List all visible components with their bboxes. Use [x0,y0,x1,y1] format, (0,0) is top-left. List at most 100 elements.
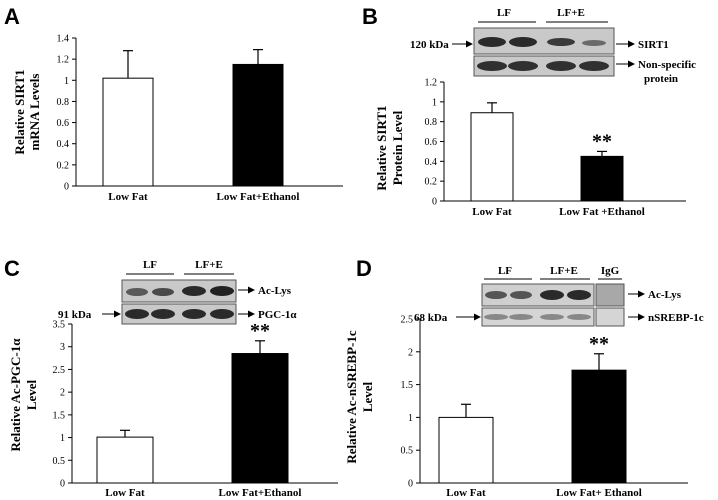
blot-b-lane-label-lfe: LF+E [557,7,585,19]
ylabel-b-line2: Protein Level [390,110,405,185]
blot-b-strip-nonspecific [473,55,615,77]
y-tick-label-b: 1.2 [425,78,438,89]
blot-b-band [508,61,538,71]
bar-c-low-fat-ethanol [231,353,289,484]
blot-d-kda: 68 kDa [414,312,448,324]
category-label-c: Low Fat [105,487,145,499]
blot-c-band [182,309,206,319]
blot-c-strip-aclys [121,279,237,303]
bar-b-low-fat-ethanol [580,155,624,202]
blot-b-label-sirt1: SIRT1 [638,39,669,51]
y-tick-label-a: 0.4 [57,139,70,150]
y-tick-label-a: 1.4 [57,34,70,45]
blot-b-label-protein: protein [644,73,678,85]
blot-d-band [509,314,533,320]
ylabel-d-line1: Relative Ac-nSREBP-1c [344,330,359,463]
panel-letter-d: D [356,256,372,281]
y-tick-label-d: 2 [408,347,413,358]
y-tick-label-c: 2.5 [53,365,66,376]
blot-d-band [484,314,508,320]
y-tick-label-c: 2 [60,388,65,399]
y-tick-label-c: 3 [60,342,65,353]
blot-d-lane-label-igg: IgG [601,265,620,277]
bar-a-low-fat [102,77,154,187]
y-tick-label-d: 1.5 [401,380,414,391]
y-tick-label-a: 1.2 [57,55,70,66]
blot-c-lane-label-lf: LF [143,259,157,271]
blot-b-lane-label-lf: LF [497,7,511,19]
blot-b-kda: 120 kDa [410,39,449,51]
blot-b-band [477,61,507,71]
ylabel-c-line1: Relative Ac-PGC-1α [8,338,23,452]
blot-d-band [567,290,591,300]
ylabel-b-line1: Relative SIRT1 [374,105,389,190]
blot-c-band [210,309,234,319]
category-label-a: Low Fat [108,191,148,203]
bar-chart-c: 0 0.5 1 1.5 2 2.5 3 3.5 Low Fat Low Fat+Ethanol ** [53,320,338,499]
panel-letter-c: C [4,256,20,281]
y-tick-label-d: 0.5 [401,446,414,457]
blot-b-band [509,37,537,47]
significance-marker-c: ** [250,320,270,342]
ylabel-d-line2: Level [360,381,375,412]
blot-d-lane-label-lfe: LF+E [550,265,578,277]
ylabel-a-line1: Relative SIRT1 [12,69,27,154]
western-blot-b: LF LF+E 120 kDa SIRT1 Non-specific prote… [410,7,696,85]
y-tick-label-a: 0.6 [57,118,70,129]
western-blot-d: LF LF+E IgG Ac-Lys nSREBP-1c 68 kDa [414,265,704,327]
blot-d-strip-srebp [481,307,595,327]
blot-c-band [126,288,148,296]
blot-d-label-srebp: nSREBP-1c [648,312,704,324]
blot-c-label-aclys: Ac-Lys [258,285,292,297]
western-blot-c: LF LF+E Ac-Lys PGC-1α 91 kDa [58,259,297,325]
blot-c-label-pgc: PGC-1α [258,309,297,321]
y-tick-label-b: 0.2 [425,177,438,188]
category-label-d: Low Fat [446,487,486,499]
blot-d-lane-label-lf: LF [498,265,512,277]
blot-b-label-nonspecific: Non-specific [638,59,696,71]
y-tick-label-c: 0.5 [53,456,66,467]
bar-chart-b: 0 0.2 0.4 0.6 0.8 1 1.2 Low Fat Low Fat +Ethanol… [425,78,686,218]
y-tick-label-b: 0.6 [425,137,438,148]
blot-b-band [579,61,609,71]
bar-chart-d: 0 0.5 1 1.5 2 2.5 Low Fat Low Fat+ Ethanol ** [401,315,688,499]
blot-d-label-aclys: Ac-Lys [648,289,682,301]
significance-marker-d: ** [589,333,609,355]
bar-b-low-fat [470,112,514,202]
blot-c-band [182,286,206,296]
y-tick-label-b: 1 [432,97,437,108]
y-tick-label-d: 0 [408,479,413,490]
ylabel-c-line2: Level [24,379,39,410]
y-tick-label-c: 1 [60,433,65,444]
y-tick-label-b: 0 [432,197,437,208]
blot-b-band [582,40,606,46]
y-tick-label-d: 1 [408,413,413,424]
panel-letter-b: B [362,4,378,29]
y-tick-label-c: 1.5 [53,410,66,421]
blot-d-strip-igg [595,283,625,307]
category-label-c: Low Fat+Ethanol [219,487,302,499]
category-label-b: Low Fat [472,206,512,218]
blot-c-band [125,309,149,319]
blot-d-band [540,314,564,320]
bar-c-low-fat [96,436,154,484]
y-tick-label-b: 0.8 [425,117,438,128]
y-tick-label-c: 0 [60,479,65,490]
blot-d-band [567,314,591,320]
significance-marker-b: ** [592,130,612,152]
category-label-d: Low Fat+ Ethanol [556,487,642,499]
blot-c-band [152,288,174,296]
blot-d-strip-igg2 [595,307,625,327]
blot-c-lane-label-lfe: LF+E [195,259,223,271]
blot-d-strip-aclys [481,283,595,307]
blot-b-band [547,38,575,46]
y-tick-label-a: 1 [64,76,69,87]
bar-chart-a: 0 0.2 0.4 0.6 0.8 1 1.2 1.4 Low Fat Low Fat+Ethan… [57,34,343,203]
y-tick-label-c: 3.5 [53,320,66,331]
blot-d-band [485,291,507,299]
blot-c-strip-pgc [121,303,237,325]
blot-d-band [510,291,532,299]
blot-c-band [210,286,234,296]
y-tick-label-a: 0.8 [57,97,70,108]
